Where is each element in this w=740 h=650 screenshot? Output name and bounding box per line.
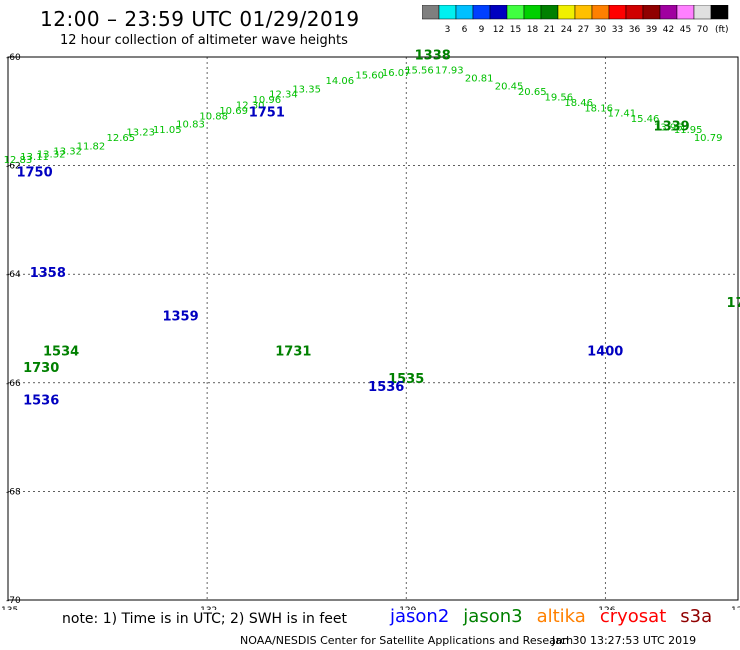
satellite-legend: jason2 jason3 altika cryosat s3a	[390, 606, 726, 627]
wave-height-point: 14.06	[325, 76, 354, 87]
time-label: 1535	[388, 372, 424, 387]
chart-subtitle: 12 hour collection of altimeter wave hei…	[60, 33, 348, 48]
wave-height-point: 12.34	[269, 90, 298, 101]
y-tick-label: -62	[6, 162, 21, 172]
color-tick-label: 42	[663, 25, 674, 35]
time-label: 1731	[275, 345, 311, 360]
chart-title: 12:00 – 23:59 UTC 01/29/2019	[40, 7, 360, 31]
color-tick-label: 39	[646, 25, 658, 35]
color-tick-label: 45	[680, 25, 691, 35]
time-label: 1400	[587, 345, 623, 360]
wave-height-point: 15.46	[631, 114, 660, 125]
wave-height-point: 11.05	[153, 125, 182, 136]
y-tick-label: -60	[6, 53, 21, 63]
color-tick-label: 24	[561, 25, 573, 35]
wave-height-point: 18.16	[584, 103, 613, 114]
time-label: 1730	[23, 361, 59, 376]
y-tick-label: -70	[6, 596, 21, 606]
time-label: 1534	[43, 345, 79, 360]
x-tick-label: -132	[197, 606, 217, 610]
wave-height-point: 15.56	[405, 65, 434, 76]
time-label: 1732	[727, 296, 740, 311]
time-label: 1536	[368, 380, 404, 395]
y-tick-label: -64	[6, 270, 21, 280]
wave-height-point: 10.88	[199, 111, 228, 122]
time-label: 1339	[654, 119, 690, 134]
time-label: 1338	[415, 49, 451, 64]
color-tick-label: 12	[493, 25, 504, 35]
color-tick-label: 18	[527, 25, 539, 35]
wave-height-point: 17.93	[435, 65, 464, 76]
time-label: 1751	[249, 106, 285, 121]
wave-height-point: 13.96	[654, 122, 683, 133]
legend-item-s3a: s3a	[680, 606, 713, 627]
time-label: 1358	[30, 266, 66, 281]
color-scale-bar: 3 6 9 12 15 18 21 24 27 30 33 36 39 42 45 70 (ft)	[422, 5, 729, 35]
color-unit-label: (ft)	[715, 25, 729, 35]
y-tick-label: -66	[6, 379, 21, 389]
legend-item-jason3: jason3	[463, 606, 523, 627]
wave-height-point: 13.23	[126, 128, 155, 139]
wave-height-point: 11.95	[674, 125, 703, 136]
color-tick-label: 6	[462, 25, 468, 35]
credit-text: NOAA/NESDIS Center for Satellite Applica…	[240, 634, 574, 647]
color-tick-label: 27	[578, 25, 589, 35]
wave-height-point: 17.41	[608, 109, 637, 120]
generated-timestamp: Jan 30 13:27:53 UTC 2019	[552, 634, 697, 647]
y-tick-label: -68	[6, 487, 21, 497]
plot-frame	[7, 56, 739, 601]
time-label: 1359	[162, 309, 198, 324]
color-tick-label: 15	[510, 25, 521, 35]
wave-height-point: 13.11	[20, 152, 49, 163]
color-tick-label: 33	[612, 25, 623, 35]
wave-height-point: 10.96	[252, 95, 281, 106]
wave-height-point: 19.56	[544, 92, 573, 103]
color-tick-label: 30	[595, 25, 607, 35]
wave-height-point: 13.32	[37, 149, 66, 160]
wave-height-point: 16.07	[382, 68, 411, 79]
wave-height-point: 10.83	[176, 120, 205, 131]
wave-height-point: 15.60	[355, 71, 384, 82]
legend-item-altika: altika	[536, 606, 586, 627]
color-tick-label: 3	[445, 25, 451, 35]
legend-item-jason2: jason2	[390, 606, 450, 627]
wave-height-plot: -135-132-129-126-123-124-60-62-64-66-68-…	[0, 49, 740, 610]
color-tick-label: 9	[479, 25, 485, 35]
wave-height-point: 20.45	[495, 82, 524, 93]
x-tick-label: -135	[0, 606, 18, 610]
wave-height-point: 13.35	[292, 84, 321, 95]
wave-height-point: 11.82	[77, 141, 106, 152]
color-tick-label: 21	[544, 25, 555, 35]
wave-height-point: 10.79	[694, 133, 723, 144]
x-tick-label: -124	[728, 606, 740, 610]
legend-item-cryosat: cryosat	[599, 606, 667, 627]
color-tick-label: 70	[697, 25, 709, 35]
wave-height-point: 13.32	[53, 147, 82, 158]
wave-height-point: 20.65	[518, 87, 547, 98]
wave-height-point: 20.81	[465, 73, 494, 84]
wave-height-point: 12.65	[106, 133, 135, 144]
wave-height-point: 12.83	[4, 155, 33, 166]
color-swatch	[710, 5, 729, 20]
time-label: 1536	[23, 394, 59, 409]
wave-height-point: 10.69	[219, 106, 248, 117]
time-label: 1750	[16, 165, 52, 180]
x-tick-label: -126	[595, 606, 616, 610]
wave-height-point: 12.30	[236, 101, 265, 112]
color-tick-label: 36	[629, 25, 641, 35]
wave-height-point: 18.46	[564, 98, 593, 109]
note-text: note: 1) Time is in UTC; 2) SWH is in fe…	[62, 611, 348, 627]
x-tick-label: -129	[396, 606, 417, 610]
